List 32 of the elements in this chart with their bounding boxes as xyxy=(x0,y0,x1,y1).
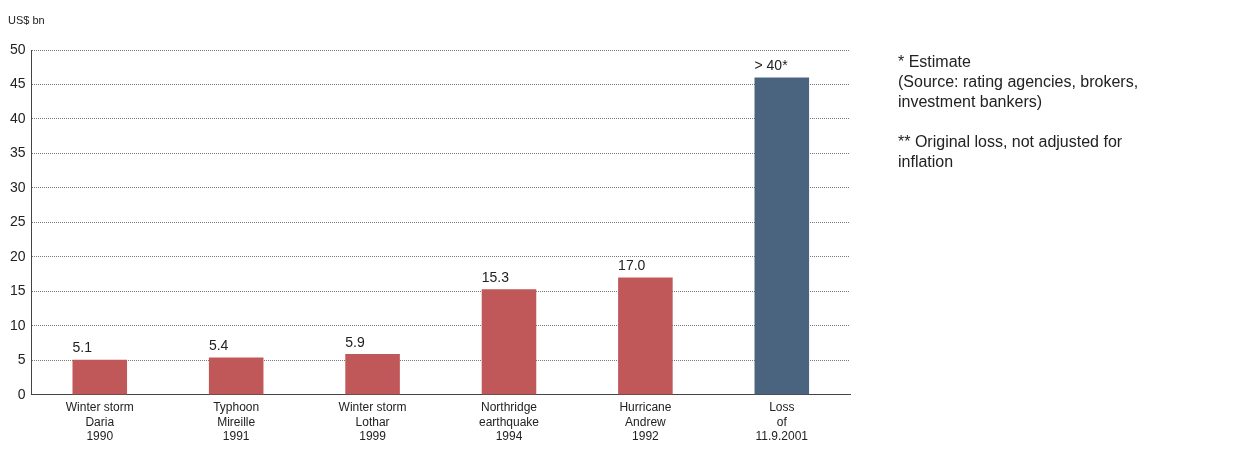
text: ** Original loss, not adjusted for inflation xyxy=(898,132,1124,172)
bar xyxy=(754,77,810,395)
bar xyxy=(72,359,128,395)
y-tick-label: 25 xyxy=(9,213,26,230)
y-tick-label: 50 xyxy=(9,40,26,57)
x-tick-label: Winter storm Daria 1990 xyxy=(65,400,134,444)
y-tick-label: 0 xyxy=(17,385,26,402)
bar xyxy=(208,357,264,395)
data-label: 17.0 xyxy=(618,257,646,274)
bar xyxy=(345,354,400,395)
x-tick-label: Hurricane Andrew 1992 xyxy=(619,400,672,444)
bar xyxy=(618,277,673,395)
data-label: 5.4 xyxy=(208,337,229,354)
y-tick-label: 35 xyxy=(9,144,26,161)
y-tick-label: 10 xyxy=(9,316,26,333)
y-tick-label: 20 xyxy=(9,247,26,264)
data-label: 5.9 xyxy=(345,333,365,350)
y-tick-label: 15 xyxy=(9,282,26,299)
x-tick-label: Loss of 11.9.2001 xyxy=(755,400,809,444)
data-label: 15.3 xyxy=(481,269,510,286)
y-tick-label: 40 xyxy=(9,109,26,126)
y-tick-label: 30 xyxy=(9,178,26,195)
y-tick-label: 45 xyxy=(9,75,26,92)
x-tick-label: Winter storm Lothar 1999 xyxy=(338,400,407,444)
text: * Estimate (Source: rating agencies, brokers, investment bankers) xyxy=(898,52,1139,112)
data-label: > 40* xyxy=(754,57,789,74)
bar xyxy=(481,289,537,395)
y-tick-label: 5 xyxy=(17,351,26,368)
x-tick-label: Typhoon Mireille 1991 xyxy=(213,400,260,444)
y-axis-title: US$ bn xyxy=(8,14,45,26)
data-label: 5.1 xyxy=(72,339,93,356)
x-tick-label: Northridge earthquake 1994 xyxy=(478,400,540,444)
